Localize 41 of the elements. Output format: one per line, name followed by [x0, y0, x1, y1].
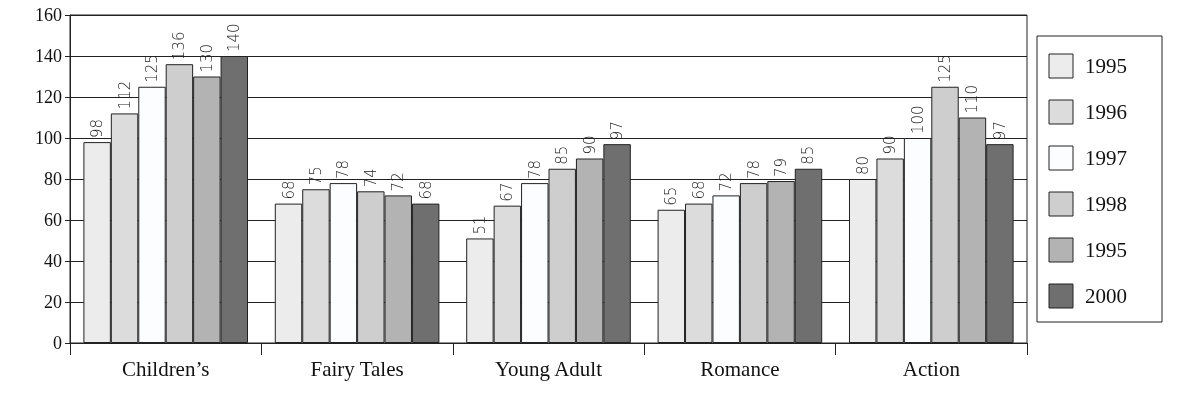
legend-label: 1998: [1085, 192, 1127, 216]
y-tick-label: 100: [35, 128, 62, 148]
y-tick-label: 80: [44, 169, 62, 189]
data-label: 74: [361, 168, 380, 188]
x-tick-label: Young Adult: [495, 357, 603, 381]
y-tick-label: 120: [35, 87, 62, 107]
y-tick-label: 40: [44, 251, 62, 271]
data-label: 90: [580, 135, 599, 155]
data-label: 110: [963, 84, 982, 114]
data-label: 68: [279, 180, 298, 200]
x-tick-label: Children’s: [121, 357, 210, 381]
legend-label: 2000: [1085, 284, 1127, 308]
data-label: 140: [225, 23, 244, 52]
legend-label: 1996: [1085, 100, 1127, 124]
data-label: 80: [853, 155, 872, 175]
data-label: 100: [908, 105, 927, 134]
data-label: 90: [881, 135, 900, 155]
data-label: 85: [553, 145, 572, 165]
data-label: 78: [525, 160, 544, 180]
data-label: 112: [115, 80, 134, 110]
legend-label: 1997: [1085, 146, 1127, 170]
y-tick-label: 0: [53, 333, 62, 353]
data-label: 136: [170, 31, 189, 61]
y-tick-label: 60: [44, 210, 62, 230]
data-label: 85: [799, 145, 818, 165]
legend-label: 1995: [1085, 238, 1127, 262]
data-label: 78: [744, 160, 763, 180]
x-tick-label: Action: [902, 357, 961, 381]
x-tick-label: Fairy Tales: [310, 357, 404, 381]
data-label: 98: [88, 119, 107, 139]
x-tick-label: Romance: [700, 357, 780, 381]
data-label: 65: [662, 186, 681, 206]
data-label: 68: [689, 180, 708, 200]
y-tick-label: 140: [35, 46, 62, 66]
data-label: 78: [334, 160, 353, 180]
y-tick-label: 160: [35, 5, 62, 25]
y-tick-label: 20: [44, 292, 62, 312]
data-label: 79: [772, 157, 791, 178]
data-label: 67: [498, 182, 517, 202]
legend-label: 1995: [1085, 54, 1127, 78]
data-label: 68: [416, 180, 435, 200]
